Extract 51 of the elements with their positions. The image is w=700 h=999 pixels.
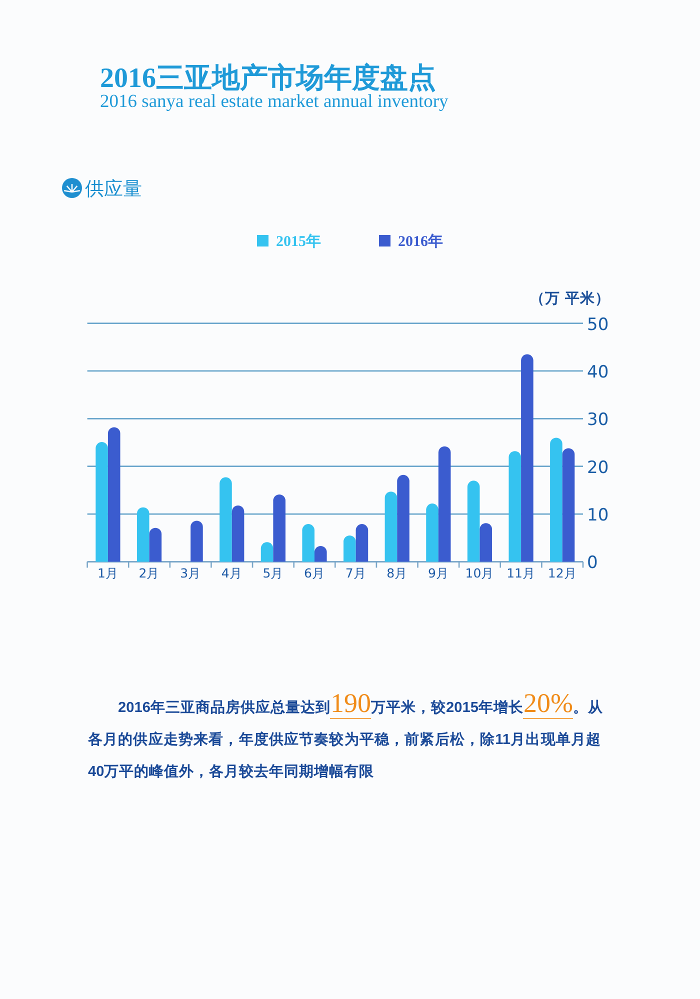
bar <box>521 354 534 562</box>
bar <box>302 524 314 562</box>
x-tick-label: 4月 <box>221 566 242 581</box>
y-tick-label: 40 <box>587 362 609 382</box>
bar <box>273 494 286 562</box>
text: 各月的供应走势来看，年度供应节奏较为平稳，前紧后松，除11月出现单月超40万平的峰值外，各月较去年同期增幅有限 <box>88 732 601 780</box>
bar <box>397 474 410 562</box>
x-tick-label: 6月 <box>304 566 325 581</box>
x-tick-label: 3月 <box>180 566 202 581</box>
legend-label: 2016年 <box>398 233 443 250</box>
chart-title: 2016三亚地产市场年度盘点 <box>100 62 436 94</box>
x-tick-label: 10月 <box>465 566 494 581</box>
x-tick-label: 5月 <box>262 566 284 581</box>
text: 20% <box>523 688 573 719</box>
text: 190 <box>330 688 371 719</box>
bar <box>344 535 356 562</box>
text: 2016年三亚商品房供应总量达到 <box>118 700 330 716</box>
bar <box>136 507 150 562</box>
bar <box>384 492 398 562</box>
y-tick-label: 50 <box>587 314 609 335</box>
bar <box>190 520 203 562</box>
x-tick-label: 9月 <box>428 566 449 581</box>
text: 万平米，较2015年增长 <box>370 700 524 716</box>
x-tick-label: 1月 <box>97 566 118 581</box>
y-axis-title: （万 平米） <box>530 290 610 307</box>
bar <box>438 446 451 562</box>
y-tick-label: 20 <box>587 458 609 478</box>
bar <box>550 438 562 562</box>
bar <box>356 524 368 562</box>
y-tick-label: 30 <box>587 410 609 430</box>
bar <box>220 477 232 562</box>
x-tick-label: 8月 <box>386 566 408 581</box>
bar <box>96 442 108 562</box>
y-tick-label: 0 <box>587 553 598 574</box>
legend-label: 2015年 <box>276 233 321 250</box>
bar <box>508 451 522 562</box>
x-tick-label: 2月 <box>138 566 160 581</box>
text: 。从 <box>572 700 603 716</box>
bar <box>108 427 120 562</box>
x-tick-label: 11月 <box>506 566 536 581</box>
x-tick-label: 12月 <box>548 566 577 581</box>
bar <box>480 523 492 562</box>
bar <box>426 504 438 562</box>
x-tick-label: 7月 <box>345 566 366 581</box>
bar <box>562 448 575 562</box>
chart-subtitle: 2016 sanya real estate market annual inventory <box>100 92 450 112</box>
bar <box>232 505 244 562</box>
text: 供应量 <box>85 178 142 200</box>
bar <box>149 528 162 562</box>
y-tick-label: 10 <box>587 506 609 526</box>
bar <box>467 480 480 562</box>
